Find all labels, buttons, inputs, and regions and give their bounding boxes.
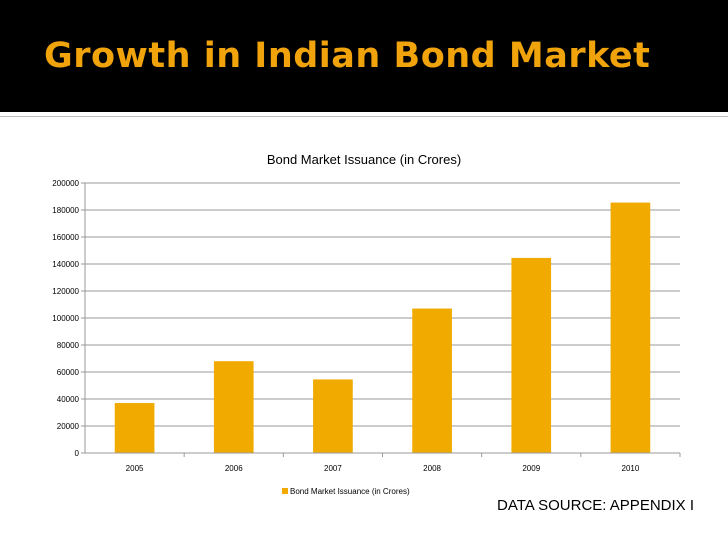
y-tick-label: 140000 — [52, 260, 79, 269]
bar-chart: Bond Market Issuance (in Crores) 0 20000 40… — [52, 152, 681, 496]
x-tick-label: 2010 — [622, 464, 640, 473]
legend-swatch — [282, 488, 288, 494]
y-tick-label: 80000 — [57, 341, 80, 350]
y-tick-label: 0 — [75, 449, 80, 458]
y-tick-label: 200000 — [52, 179, 79, 188]
x-tick-label: 2007 — [324, 464, 342, 473]
chart-title: Bond Market Issuance (in Crores) — [267, 152, 461, 167]
y-tick-label: 100000 — [52, 314, 79, 323]
y-tick-label: 40000 — [57, 395, 80, 404]
y-tick-label: 120000 — [52, 287, 79, 296]
title-divider — [0, 116, 728, 117]
y-tick-label: 20000 — [57, 422, 80, 431]
x-tick-label: 2006 — [225, 464, 243, 473]
y-tick-label: 180000 — [52, 206, 79, 215]
x-tick-label: 2005 — [126, 464, 144, 473]
y-tick-label: 60000 — [57, 368, 80, 377]
bar-2010 — [610, 202, 651, 453]
bar-2007 — [313, 379, 353, 453]
bar-2006 — [213, 361, 254, 453]
bar-2005 — [114, 403, 155, 453]
data-source-note: DATA SOURCE: APPENDIX I — [497, 497, 694, 514]
x-tick-label: 2009 — [522, 464, 540, 473]
x-tick-label: 2008 — [423, 464, 441, 473]
y-tick-label: 160000 — [52, 233, 79, 242]
bar-2009 — [511, 257, 552, 453]
slide-title: Growth in Indian Bond Market — [44, 36, 651, 76]
title-band: Growth in Indian Bond Market — [0, 0, 728, 112]
bar-2008 — [412, 308, 452, 453]
legend-label: Bond Market Issuance (in Crores) — [290, 487, 410, 496]
